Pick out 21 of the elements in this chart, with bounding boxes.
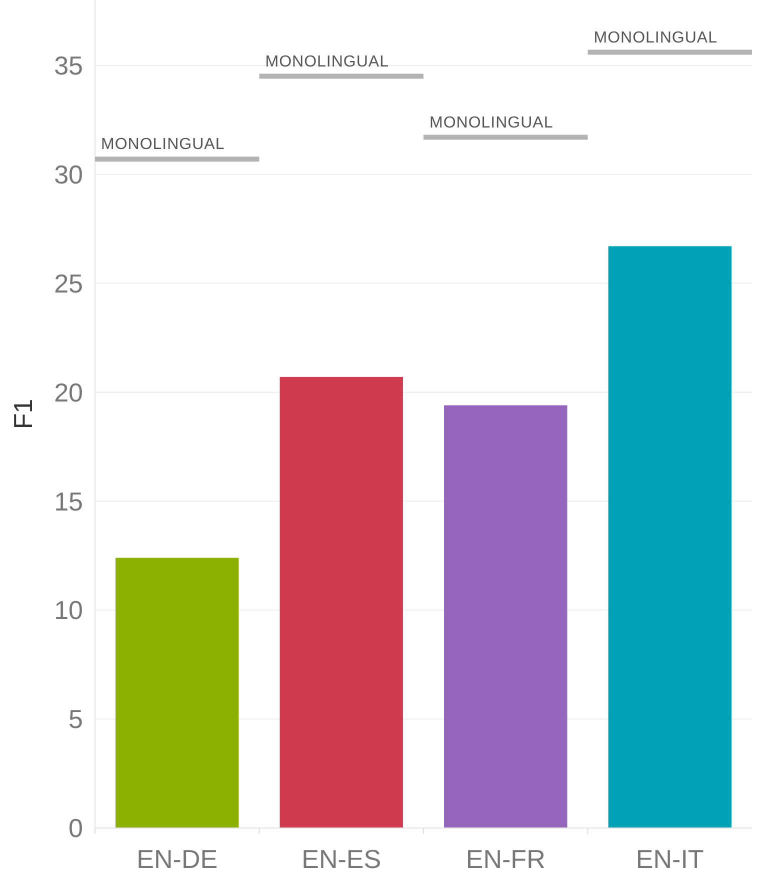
x-tick-label: EN-FR	[466, 844, 546, 874]
y-tick-label: 15	[54, 486, 83, 516]
y-tick-label: 20	[54, 377, 83, 408]
ref-line-label: MONOLINGUAL	[430, 114, 554, 132]
x-tick-label: EN-DE	[136, 844, 218, 874]
bar	[444, 405, 568, 828]
ref-line-label: MONOLINGUAL	[265, 53, 389, 70]
bar	[608, 246, 732, 828]
y-tick-label: 5	[68, 704, 83, 734]
y-tick-label: 35	[54, 50, 83, 80]
ref-line-label: MONOLINGUAL	[101, 136, 225, 154]
y-tick-label: 25	[54, 268, 83, 298]
y-tick-label: 30	[54, 159, 83, 190]
y-tick-label: 0	[68, 813, 83, 844]
y-axis-title: F1	[8, 398, 38, 430]
bar	[280, 376, 403, 828]
y-tick-label: 10	[54, 595, 83, 626]
ref-line-label: MONOLINGUAL	[594, 29, 718, 46]
x-tick-label: EN-IT	[636, 844, 704, 874]
x-tick-label: EN-ES	[302, 844, 382, 874]
bar	[116, 558, 239, 828]
